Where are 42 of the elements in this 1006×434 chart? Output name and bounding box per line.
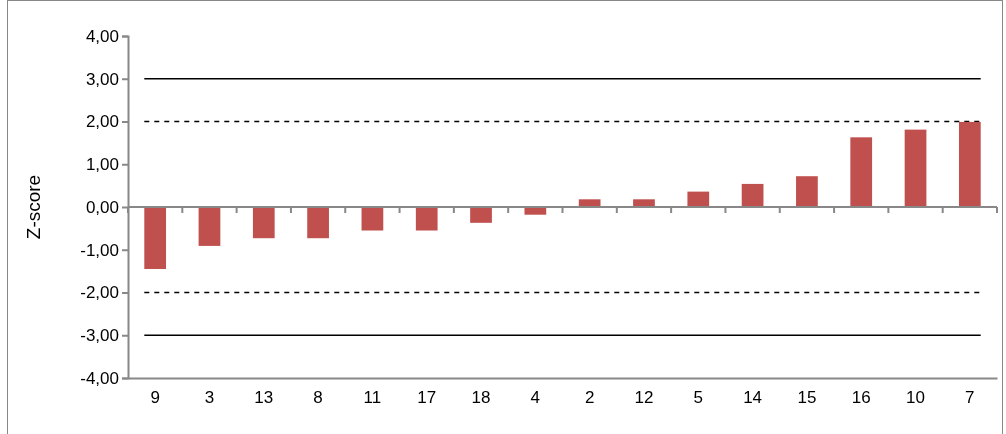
bar [198, 207, 221, 246]
y-tick-label: 1,00 [85, 155, 119, 175]
bar [741, 183, 764, 207]
bar [144, 207, 167, 269]
bar [633, 199, 655, 207]
y-tick-label: 0,00 [85, 197, 119, 217]
bar [687, 191, 710, 207]
x-tick-label: 2 [584, 388, 595, 408]
x-tick-label: 3 [204, 388, 215, 408]
x-tick-label: 14 [743, 388, 763, 408]
y-tick-label: -1,00 [80, 240, 119, 260]
x-tick-label: 12 [634, 388, 654, 408]
bar [307, 207, 329, 239]
y-tick-label: -3,00 [80, 326, 119, 346]
bar [850, 137, 873, 207]
bar [470, 207, 492, 223]
bar [904, 129, 927, 207]
x-tick-label: 7 [965, 388, 975, 408]
x-tick-label: 10 [906, 388, 925, 408]
x-tick-label: 13 [254, 388, 274, 408]
y-tick-label: 4,00 [85, 26, 119, 46]
y-tick-label: 2,00 [85, 112, 119, 132]
x-tick-label: 17 [417, 388, 437, 408]
x-tick-label: 9 [150, 388, 160, 408]
x-tick-label: 5 [693, 388, 704, 408]
bar [415, 207, 438, 231]
y-axis-title: Z-score [23, 174, 44, 240]
bar [958, 121, 981, 207]
y-tick-label: 3,00 [85, 69, 119, 89]
x-tick-label: 15 [797, 388, 817, 408]
x-tick-label: 8 [313, 388, 323, 408]
x-tick-label: 4 [530, 388, 541, 408]
y-tick-label: -2,00 [80, 283, 119, 303]
x-tick-label: 18 [471, 388, 491, 408]
bar [796, 176, 818, 207]
x-tick-label: 11 [363, 388, 382, 408]
y-tick-label: -4,00 [80, 368, 119, 388]
bar [524, 207, 547, 215]
bar [252, 207, 275, 239]
bar [361, 207, 384, 231]
bar [578, 199, 601, 207]
x-tick-label: 16 [851, 388, 871, 408]
